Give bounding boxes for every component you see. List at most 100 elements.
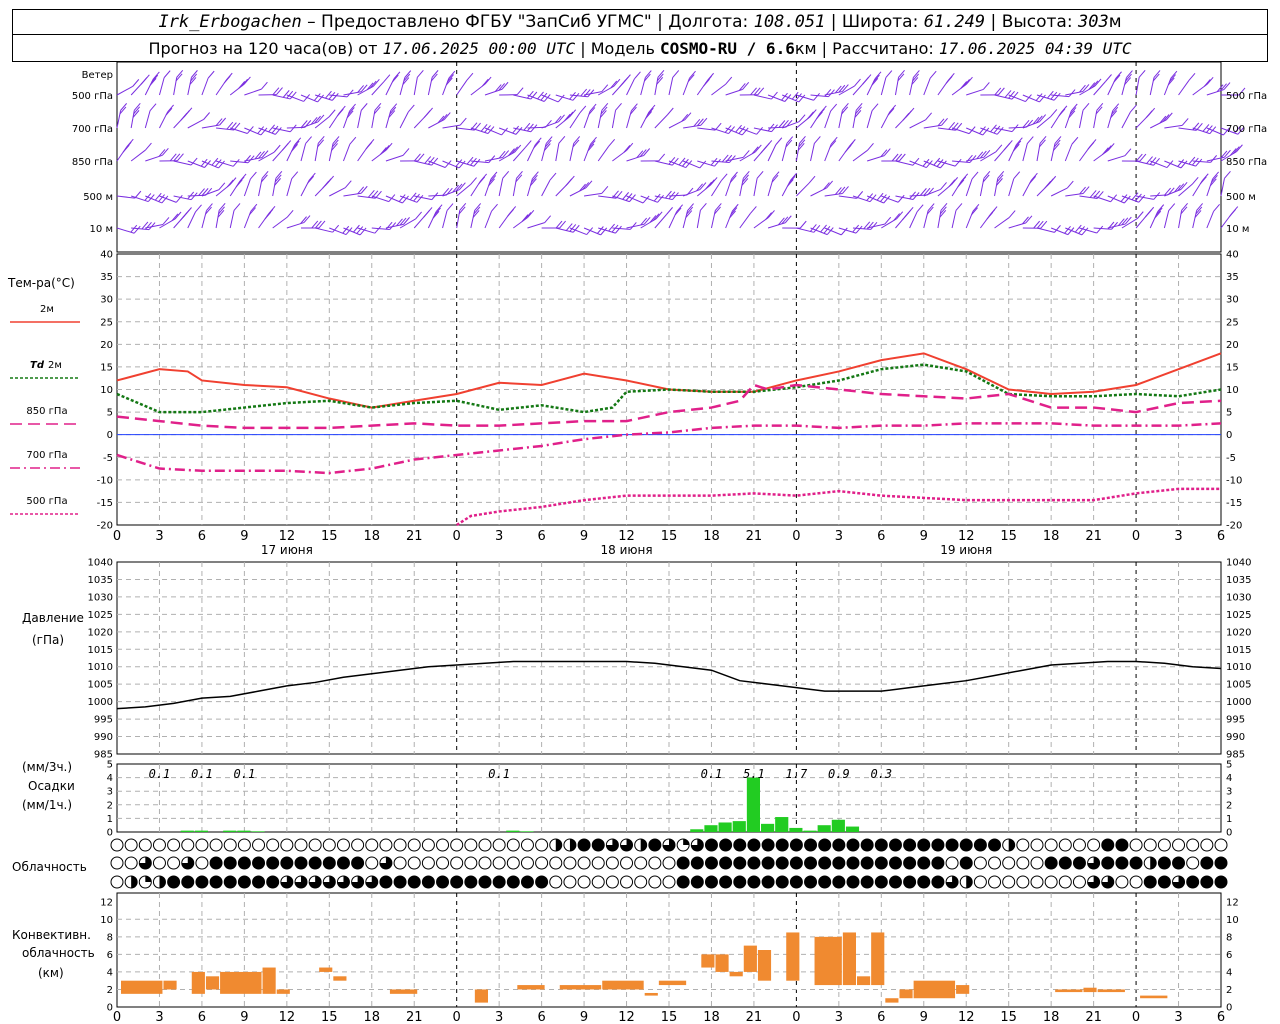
wind-barb-feather xyxy=(1035,93,1043,101)
wind-barb-feather xyxy=(557,94,565,103)
wind-barb-feather xyxy=(507,208,514,217)
wind-barb-feather xyxy=(916,204,924,212)
wind-barb-feather xyxy=(203,112,211,120)
wind-barb-feather xyxy=(601,84,609,92)
wind-barb-feather xyxy=(307,175,315,184)
wind-barb-feather xyxy=(223,75,231,84)
precip-total: 0.1 xyxy=(488,767,510,781)
cloud-symbol xyxy=(223,856,237,870)
wind-barb xyxy=(980,151,997,162)
wind-barb-feather xyxy=(1157,204,1165,212)
conv-bar xyxy=(701,954,715,968)
day-label: 17 июня xyxy=(261,543,313,557)
wind-barb-feather xyxy=(448,70,456,79)
precip-bar xyxy=(732,821,746,832)
conv-bar xyxy=(899,989,913,999)
conv-tick-left: 4 xyxy=(107,967,113,978)
wind-barb-feather xyxy=(1046,90,1054,99)
wind-barb-feather xyxy=(310,117,318,125)
cloud-symbol xyxy=(365,838,379,852)
wind-barb-feather xyxy=(1067,227,1075,235)
wind-barb-feather xyxy=(710,177,718,185)
wind-level-label-right: 500 гПа xyxy=(1226,91,1267,102)
wind-barb-feather xyxy=(870,222,878,230)
conv-bar xyxy=(205,976,220,990)
wind-barb-feather xyxy=(990,124,997,133)
cloud-symbol xyxy=(789,838,803,852)
wind-barb-feather xyxy=(1035,115,1043,124)
wind-barb-feather xyxy=(742,150,750,158)
wind-barb-feather xyxy=(756,170,764,179)
wind-barb-feather xyxy=(1146,156,1153,164)
wind-barb-feather xyxy=(889,104,897,113)
wind-barb-feather xyxy=(258,150,265,159)
wind-barb-feather xyxy=(1124,148,1132,157)
wind-barb-feather xyxy=(417,153,425,162)
cloud-symbol xyxy=(1143,875,1157,889)
wind-level-label-left: 500 м xyxy=(83,192,113,203)
cloud-symbol xyxy=(1016,838,1030,852)
conv-bar xyxy=(729,971,743,977)
wind-barb-feather xyxy=(383,74,391,83)
cloud-symbol xyxy=(294,838,308,852)
wind-barb xyxy=(1178,127,1197,131)
wind-barb-feather xyxy=(714,158,721,167)
wind-barb-feather xyxy=(920,188,927,196)
wind-barb-feather xyxy=(286,90,294,99)
wind-barb-feather xyxy=(250,171,257,180)
wind-barb-feather xyxy=(218,206,225,215)
pressure-tick-left: 985 xyxy=(94,750,113,761)
conv-bar xyxy=(842,932,856,986)
wind-barb-feather xyxy=(442,187,450,196)
cloud-symbol xyxy=(421,856,435,870)
wind-barb-feather xyxy=(608,223,615,232)
wind-barb-feather xyxy=(873,74,880,83)
precip-bar xyxy=(194,830,208,832)
wind-barb-feather xyxy=(610,80,618,89)
cloud-symbol xyxy=(804,838,818,852)
wind-barb-feather xyxy=(291,171,299,180)
cloud-symbol xyxy=(152,856,166,870)
wind-barb-feather xyxy=(1069,107,1077,115)
cloud-symbol xyxy=(506,875,520,889)
x-tick-temp: 9 xyxy=(240,529,248,544)
wind-barb-feather xyxy=(360,84,368,93)
wind-barb xyxy=(300,143,307,162)
wind-barb xyxy=(555,143,560,162)
wind-barb-feather xyxy=(816,111,823,120)
wind-barb-feather xyxy=(474,203,482,211)
wind-barb-feather xyxy=(190,73,198,82)
wind-barb-feather xyxy=(842,103,849,111)
conv-bar xyxy=(814,936,842,986)
wind-barb-feather xyxy=(389,222,397,230)
wind-barb-feather xyxy=(1070,103,1078,112)
temp-tick-left: -5 xyxy=(103,453,113,464)
x-tick-conv: 3 xyxy=(835,1010,843,1024)
wind-barb-feather xyxy=(218,202,226,211)
conv-tick-right: 0 xyxy=(1226,1003,1232,1014)
wind-barb-feather xyxy=(820,224,827,233)
conv-tick-right: 2 xyxy=(1226,985,1232,996)
cloud-symbol xyxy=(761,838,775,852)
wind-barb-feather xyxy=(516,87,524,96)
wind-barb-feather xyxy=(687,74,695,82)
wind-barb xyxy=(414,195,432,201)
x-tick-conv: 9 xyxy=(580,1010,588,1024)
cloud-fill xyxy=(966,876,973,888)
precip-bar xyxy=(718,822,732,832)
wind-barb-feather xyxy=(407,104,415,113)
wind-barb-feather xyxy=(424,156,432,164)
wind-barb-feather xyxy=(1026,136,1034,144)
wind-level-label-right: 700 гПа xyxy=(1226,124,1267,135)
longitude-label: Долгота: xyxy=(668,12,749,32)
wind-barb-feather xyxy=(940,202,948,211)
wind-barb-feather xyxy=(201,188,209,196)
wind-barb-feather xyxy=(167,104,174,113)
wind-barb-feather xyxy=(498,150,506,159)
wind-barb-feather xyxy=(466,156,474,165)
wind-barb xyxy=(442,210,448,229)
wind-barb-feather xyxy=(696,183,703,192)
conv-tick-left: 2 xyxy=(107,985,113,996)
wind-barb-feather xyxy=(404,70,412,78)
wind-barb-feather xyxy=(526,90,534,99)
